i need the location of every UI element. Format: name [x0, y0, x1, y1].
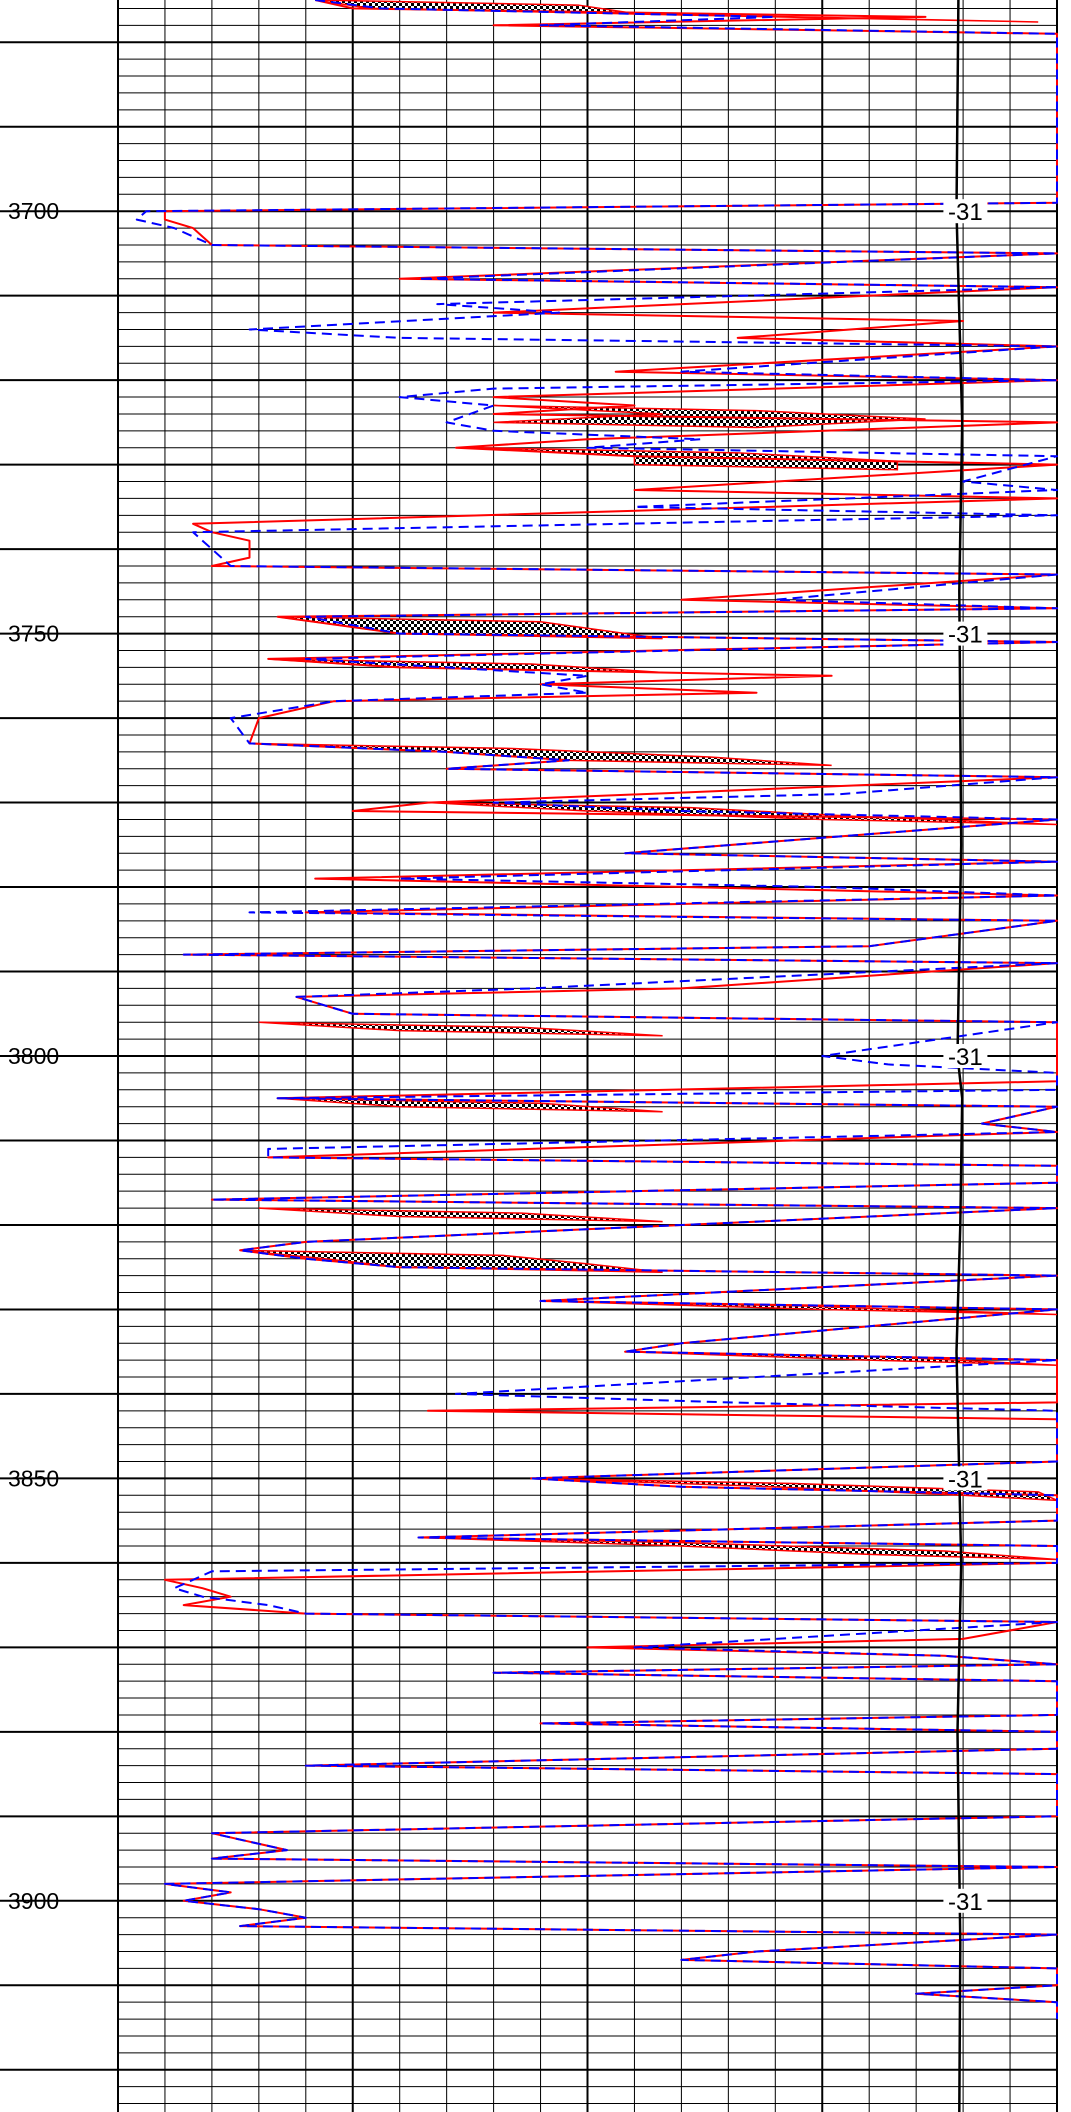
marker-label-bg: [943, 1888, 988, 1913]
depth-label-layer: 3700 3750 3800 3850 3900: [8, 198, 59, 1914]
shaded-region: [277, 1097, 663, 1113]
marker-label-bg: [943, 1466, 988, 1491]
marker-line-layer: -31 -31 -31 -31 -31: [943, 0, 988, 2112]
shaded-region: [258, 1021, 663, 1037]
depth-label: 3800: [8, 1043, 59, 1069]
depth-label: 3900: [8, 1888, 59, 1914]
series-line-1: [163, 0, 1058, 2020]
series-line-2: [135, 0, 1058, 2020]
depth-label: 3850: [8, 1465, 59, 1491]
marker-label: -31: [948, 622, 983, 649]
shaded-region: [258, 1207, 663, 1223]
shaded-region: [427, 801, 1058, 826]
marker-label-bg: [943, 1044, 988, 1068]
shaded-regions: [239, 0, 1058, 1561]
depth-label: 3700: [8, 198, 59, 224]
shaded-region: [315, 0, 1039, 23]
marker-label: -31: [948, 1044, 983, 1071]
log-curves: [135, 0, 1058, 2020]
marker-label: -31: [948, 1466, 983, 1493]
marker-label-bg: [943, 621, 988, 646]
marker-label-bg: [943, 199, 988, 224]
marker-label: -31: [948, 199, 983, 226]
marker-label: -31: [948, 1889, 983, 1916]
depth-label: 3750: [8, 621, 59, 647]
shaded-region: [239, 1249, 663, 1274]
marker-line: [955, 0, 964, 2112]
